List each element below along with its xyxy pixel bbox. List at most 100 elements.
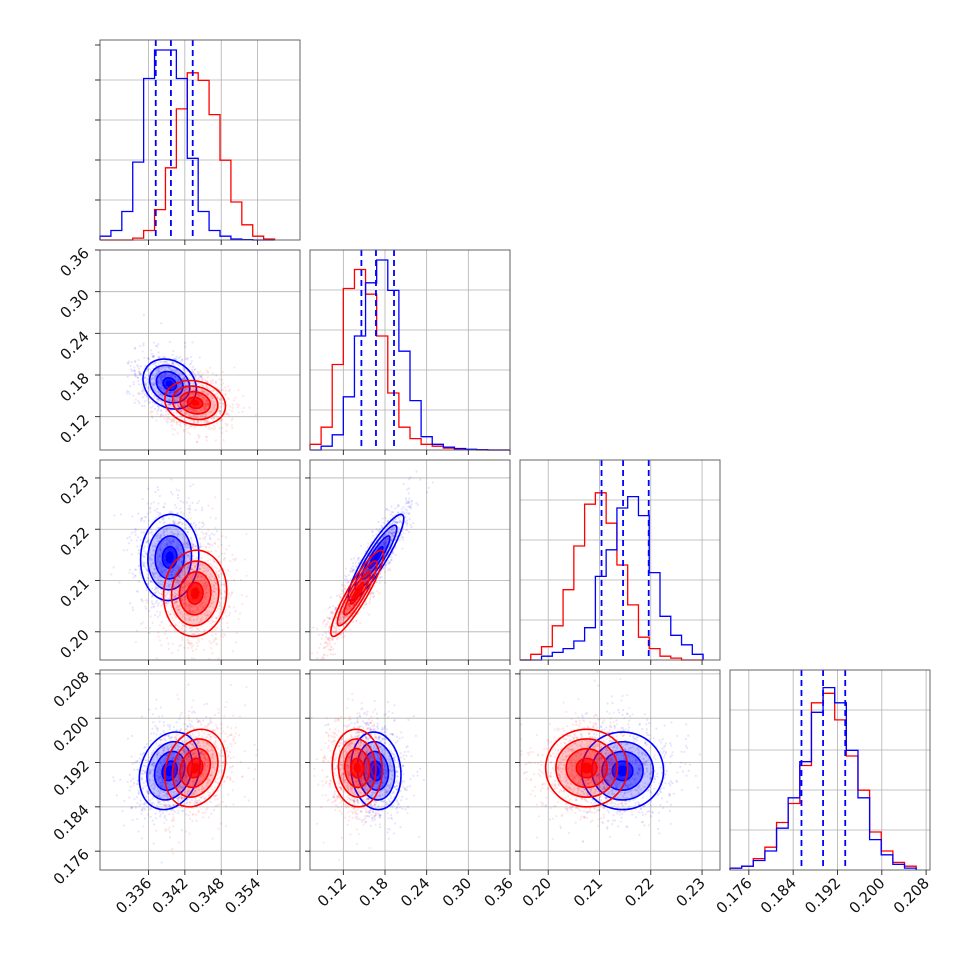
x-tick-label: 0.184	[757, 874, 800, 917]
contour-series-b	[349, 581, 365, 605]
contour-series-a	[611, 760, 634, 782]
density-peak-series-b	[353, 762, 361, 774]
contour-series-a	[601, 750, 644, 792]
histogram-series-a	[310, 259, 510, 451]
contour-series-b	[162, 549, 228, 638]
scatter-series-b	[520, 670, 661, 842]
x-tick-label: 0.24	[397, 874, 433, 910]
panel-frame	[309, 459, 511, 661]
contour-series-a	[154, 535, 186, 580]
contour-series-b	[544, 728, 629, 808]
contour-series-b	[343, 747, 371, 789]
contour-series-a	[162, 376, 178, 392]
contour-series-a	[350, 731, 402, 811]
panel-frame	[99, 459, 301, 661]
joint-panel-1-3: 0.12 0.18 0.24 0.30 0.36	[305, 669, 517, 910]
contour-series-b	[575, 757, 598, 779]
y-tick-label: 0.176	[50, 845, 93, 888]
y-tick-label: 0.208	[50, 668, 93, 711]
x-tick-label: 0.20	[519, 874, 555, 910]
density-peak-series-b	[190, 762, 200, 774]
y-tick-label: 0.18	[56, 369, 92, 405]
panel-frame	[309, 249, 511, 451]
y-tick-label: 0.21	[56, 575, 92, 611]
density-peak-series-b	[353, 587, 361, 600]
contour-series-b	[178, 570, 212, 616]
contour-series-a	[368, 545, 384, 570]
grid-lines	[100, 249, 300, 450]
grid-lines	[310, 250, 511, 450]
contour-series-b	[164, 379, 227, 426]
grid-lines	[520, 670, 720, 870]
contour-series-a	[155, 370, 184, 398]
panel-frame	[99, 39, 301, 241]
contour-series-a	[161, 760, 179, 782]
marginal-panel-0	[95, 39, 301, 245]
contour-series-b	[186, 581, 204, 605]
contour-series-b	[179, 747, 212, 789]
grid-lines	[310, 460, 511, 660]
contour-series-a	[361, 535, 391, 580]
density-peak-series-a	[165, 551, 174, 564]
y-tick-label: 0.23	[56, 472, 92, 508]
x-tick-label: 0.348	[185, 874, 228, 917]
contour-series-b	[171, 385, 219, 421]
panel-frame	[99, 669, 301, 871]
histogram-series-b	[520, 492, 704, 661]
contour-series-b	[350, 757, 365, 779]
grid-lines	[730, 670, 930, 870]
x-tick-label: 0.200	[846, 874, 889, 917]
contour-series-a	[148, 364, 191, 404]
contour-series-a	[138, 731, 201, 811]
histogram-series-a	[520, 495, 704, 661]
x-tick-label: 0.21	[570, 874, 606, 910]
y-tick-label: 0.36	[56, 244, 92, 280]
y-tick-label: 0.24	[56, 327, 92, 363]
density-peak-series-b	[580, 762, 593, 774]
x-tick-label: 0.23	[673, 874, 709, 910]
x-tick-label: 0.22	[621, 874, 657, 910]
histogram-series-a	[729, 686, 917, 870]
contour-series-a	[139, 513, 200, 602]
x-tick-label: 0.30	[439, 874, 475, 910]
joint-panel-1-2	[305, 459, 511, 665]
x-tick-label: 0.176	[713, 874, 756, 917]
x-tick-label: 0.18	[355, 874, 391, 910]
y-tick-label: 0.184	[50, 801, 93, 844]
x-tick-label: 0.208	[890, 874, 933, 917]
contour-series-b	[186, 396, 204, 410]
y-tick-label: 0.192	[50, 757, 93, 800]
contour-series-b	[164, 728, 227, 808]
joint-panel-0-1: 0.12 0.18 0.24 0.30 0.36	[56, 244, 301, 455]
histogram-series-a	[99, 49, 275, 241]
x-tick-label: 0.342	[149, 874, 192, 917]
contour-series-b	[331, 728, 384, 808]
density-peak-series-b	[190, 587, 200, 600]
x-tick-label: 0.12	[314, 874, 350, 910]
density-peak-series-b	[190, 399, 200, 406]
panel-frame	[309, 669, 511, 871]
density-peak-series-a	[616, 765, 629, 777]
y-tick-label: 0.22	[56, 523, 92, 559]
contour-series-b	[337, 738, 377, 798]
marginal-panel-3: 0.176 0.184 0.192 0.200 0.208	[713, 669, 933, 917]
contour-series-b	[565, 747, 608, 789]
contour-series-b	[179, 390, 212, 415]
panel-frame	[519, 459, 721, 661]
contour-series-b	[170, 560, 220, 627]
contour-series-a	[146, 740, 194, 801]
contour-series-b	[336, 560, 378, 627]
contour-series-a	[161, 545, 178, 570]
contour-series-a	[347, 513, 405, 602]
contour-series-b	[555, 738, 619, 798]
joint-panel-2-3: 0.20 0.21 0.22 0.23	[515, 669, 721, 910]
marginal-panel-2	[519, 459, 721, 665]
contour-series-a	[147, 524, 193, 591]
y-tick-label: 0.12	[56, 411, 92, 447]
contour-series-a	[153, 750, 186, 792]
panel-frame	[729, 669, 931, 871]
grid-lines	[520, 460, 720, 660]
panel-frame	[519, 669, 721, 871]
